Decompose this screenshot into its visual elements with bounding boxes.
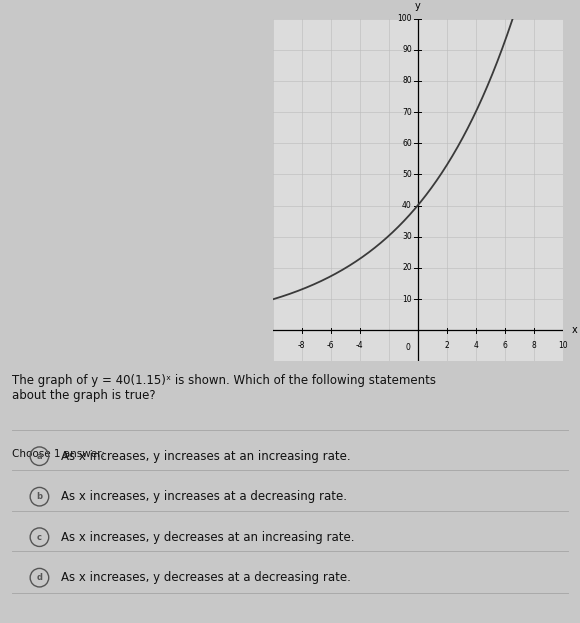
Text: -4: -4 xyxy=(356,341,364,350)
Text: As x increases, y decreases at an increasing rate.: As x increases, y decreases at an increa… xyxy=(61,531,354,544)
Text: The graph of y = 40(1.15)ˣ is shown. Which of the following statements
about the: The graph of y = 40(1.15)ˣ is shown. Whi… xyxy=(12,374,436,402)
Text: 4: 4 xyxy=(473,341,478,350)
Text: 90: 90 xyxy=(402,45,412,54)
Text: Choose 1 answer:: Choose 1 answer: xyxy=(12,449,104,459)
Text: As x increases, y decreases at a decreasing rate.: As x increases, y decreases at a decreas… xyxy=(61,571,351,584)
Text: 10: 10 xyxy=(558,341,567,350)
Text: 70: 70 xyxy=(402,108,412,117)
Text: As x increases, y increases at an increasing rate.: As x increases, y increases at an increa… xyxy=(61,450,350,463)
Text: 0: 0 xyxy=(405,343,411,351)
Text: 6: 6 xyxy=(502,341,507,350)
Text: 10: 10 xyxy=(402,295,412,303)
Text: a: a xyxy=(37,452,42,460)
Text: 50: 50 xyxy=(402,170,412,179)
Text: 20: 20 xyxy=(402,264,412,272)
Text: c: c xyxy=(37,533,42,541)
Text: 2: 2 xyxy=(444,341,449,350)
Text: x: x xyxy=(571,325,577,335)
Text: -6: -6 xyxy=(327,341,335,350)
Text: 40: 40 xyxy=(402,201,412,210)
Text: 30: 30 xyxy=(402,232,412,241)
Text: 100: 100 xyxy=(397,14,412,23)
Text: 60: 60 xyxy=(402,139,412,148)
Text: As x increases, y increases at a decreasing rate.: As x increases, y increases at a decreas… xyxy=(61,490,347,503)
Text: b: b xyxy=(37,492,42,501)
Text: d: d xyxy=(37,573,42,582)
Text: y: y xyxy=(415,1,420,11)
Text: 80: 80 xyxy=(402,77,412,85)
Text: -8: -8 xyxy=(298,341,305,350)
Text: 8: 8 xyxy=(531,341,536,350)
